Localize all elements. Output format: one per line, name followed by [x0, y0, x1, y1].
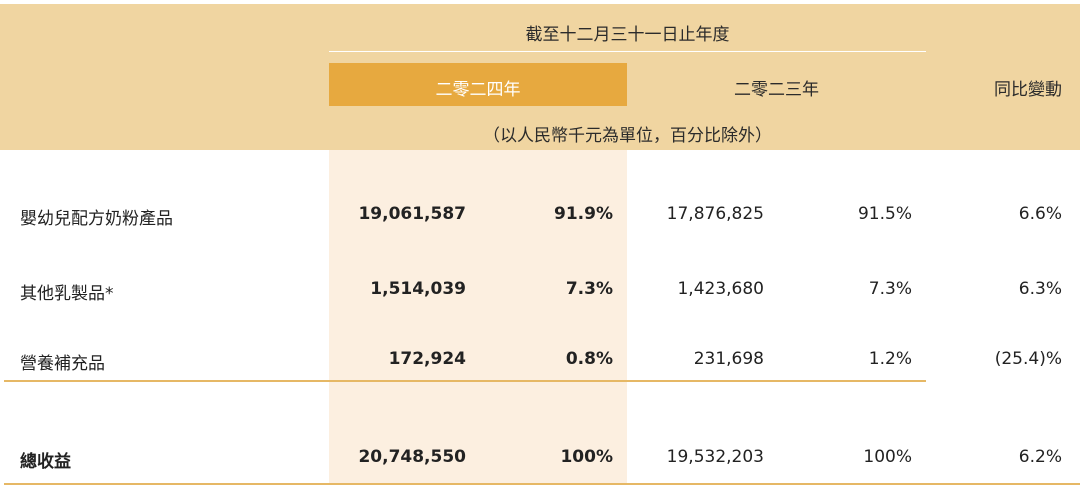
percent-2024: 7.3%: [565, 279, 613, 299]
percent-2024: 0.8%: [565, 349, 613, 369]
bottom-rule: [4, 483, 1080, 485]
row-label-other-dairy: 其他乳製品*: [20, 284, 114, 304]
row-label-total-revenue: 總收益: [20, 452, 71, 472]
percent-2023: 7.3%: [868, 279, 912, 299]
row-label-nutrition-supplements: 營養補充品: [20, 354, 105, 374]
yoy-change-heading: 同比變動: [994, 80, 1062, 100]
total-value-2023: 19,532,203: [666, 447, 764, 467]
percent-2023: 91.5%: [857, 204, 912, 224]
percent-2024: 91.9%: [554, 204, 613, 224]
year-2024-header-tab: [329, 63, 627, 106]
row-label-infant-formula: 嬰幼兒配方奶粉產品: [20, 209, 173, 229]
unit-note: （以人民幣千元為單位，百分比除外）: [483, 126, 772, 146]
yoy-change: 6.6%: [1018, 204, 1062, 224]
total-value-2024: 20,748,550: [358, 447, 466, 467]
subtotal-rule: [4, 380, 926, 382]
year-2023-heading: 二零二三年: [734, 80, 819, 100]
total-yoy-change: 6.2%: [1018, 447, 1062, 467]
year-2024-column-highlight: [329, 150, 627, 483]
yoy-change: (25.4)%: [994, 349, 1062, 369]
value-2023: 231,698: [693, 349, 764, 369]
period-heading: 截至十二月三十一日止年度: [525, 25, 730, 45]
period-divider: [329, 51, 926, 52]
value-2024: 172,924: [388, 349, 466, 369]
value-2024: 1,514,039: [370, 279, 466, 299]
value-2024: 19,061,587: [358, 204, 466, 224]
total-percent-2023: 100%: [863, 447, 912, 467]
total-percent-2024: 100%: [560, 447, 613, 467]
yoy-change: 6.3%: [1018, 279, 1062, 299]
value-2023: 17,876,825: [666, 204, 764, 224]
year-2024-heading: 二零二四年: [435, 80, 521, 100]
percent-2023: 1.2%: [868, 349, 912, 369]
value-2023: 1,423,680: [677, 279, 764, 299]
